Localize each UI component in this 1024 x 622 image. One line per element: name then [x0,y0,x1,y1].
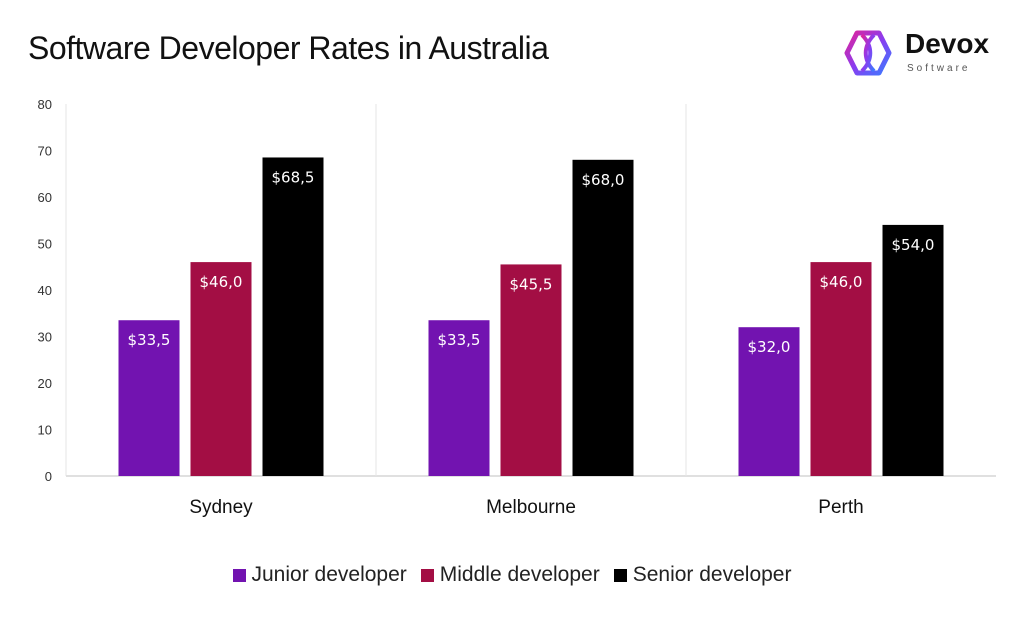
y-tick-label: 50 [38,237,52,252]
legend: Junior developer Middle developer Senior d… [0,563,1024,587]
bar-middle-developer [810,262,872,476]
y-tick-label: 10 [38,423,52,438]
data-label: $32,0 [748,338,791,356]
bar-junior-developer [118,320,180,476]
y-tick-label: 60 [38,190,52,205]
data-label: $68,0 [582,171,625,189]
y-tick-label: 30 [38,330,52,345]
legend-swatch [232,568,246,582]
x-tick-label: Melbourne [486,497,576,518]
bar-senior-developer [262,157,324,476]
data-label: $46,0 [820,273,863,291]
bar-senior-developer [882,224,944,476]
legend-swatch [613,568,627,582]
y-tick-label: 80 [38,97,52,112]
bar-chart: 0 10 20 30 40 50 60 70 80 Sydney $33,5 $46,0 $68,5 Me… [38,97,996,518]
bar-junior-developer [738,327,800,476]
legend-item: Senior developer [613,563,792,587]
bar-junior-developer [428,320,490,476]
y-tick-label: 20 [38,376,52,391]
data-label: $68,5 [272,168,315,186]
data-label: $33,5 [128,331,171,349]
logo-subtitle: Software [907,63,971,74]
data-label: $46,0 [200,273,243,291]
logo-name: Devox [905,28,990,59]
chart-title: Software Developer Rates in Australia [28,30,549,66]
bar-middle-developer [500,264,562,476]
data-label: $54,0 [892,236,935,254]
x-tick-label: Perth [818,497,863,518]
bar-senior-developer [572,159,634,477]
legend-label: Senior developer [632,563,792,586]
bar-middle-developer [190,262,252,476]
data-label: $33,5 [438,331,481,349]
legend-swatch [420,568,434,582]
y-tick-label: 40 [38,283,52,298]
devox-logo: Devox Software [843,28,1003,78]
y-tick-label: 70 [38,144,52,159]
legend-item: Middle developer [420,563,600,587]
data-label: $45,5 [510,275,553,293]
legend-label: Middle developer [439,563,600,586]
y-tick-label: 0 [45,469,52,484]
legend-item: Junior developer [232,563,407,587]
logo-hexagon-icon [844,30,892,76]
legend-label: Junior developer [251,563,407,586]
x-tick-label: Sydney [189,497,253,518]
